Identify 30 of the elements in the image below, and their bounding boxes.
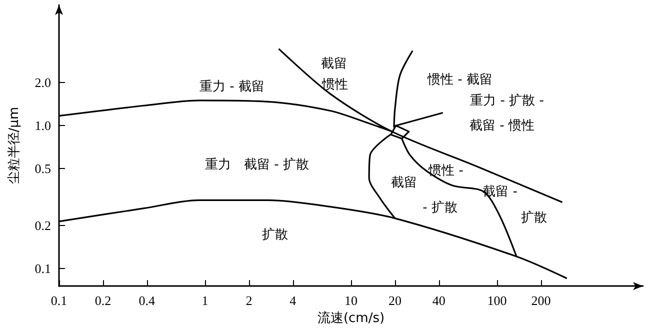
y-tick-label: 0.5: [34, 161, 51, 176]
annotation: 截留 - 惯性: [470, 118, 534, 134]
x-tick-label: 2: [246, 293, 252, 308]
x-tick-label: 0.4: [138, 293, 156, 308]
annotation: - 扩散: [422, 200, 458, 216]
y-axis-title: 尘粒半径/μm: [7, 106, 22, 184]
annotation: 截留: [391, 176, 417, 190]
y-tick-label: 0.1: [34, 260, 51, 276]
annotation: 惯性 - 截留: [426, 72, 492, 88]
x-tick-label: 200: [531, 293, 551, 308]
x-tick-label: 10: [344, 293, 358, 308]
annotation: 重力 截留 - 扩散: [205, 158, 309, 172]
x-tick-label: 1: [202, 293, 208, 308]
x-tick-label: 100: [487, 293, 507, 308]
annotation: 扩散: [262, 228, 288, 242]
annotation: 截留: [321, 56, 347, 72]
x-axis-title: 流速(cm/s): [317, 310, 385, 326]
y-tick-label: 2.0: [34, 75, 51, 90]
annotation: 惯性: [321, 78, 348, 92]
annotation: 惯性 -: [428, 164, 464, 178]
x-tick-label: 20: [388, 293, 402, 308]
x-tick-label: 4: [290, 293, 297, 308]
x-tick-label: 0.2: [94, 293, 112, 308]
x-tick-label: 40: [432, 293, 446, 308]
annotation: 重力 - 截留: [200, 80, 264, 94]
x-tick-label: 0.1: [50, 293, 68, 308]
y-tick-label: 0.2: [34, 218, 51, 233]
y-tick-label: 1.0: [34, 118, 51, 134]
annotation: 重力 - 扩散 -: [470, 94, 544, 108]
annotation: 扩散: [521, 210, 547, 226]
